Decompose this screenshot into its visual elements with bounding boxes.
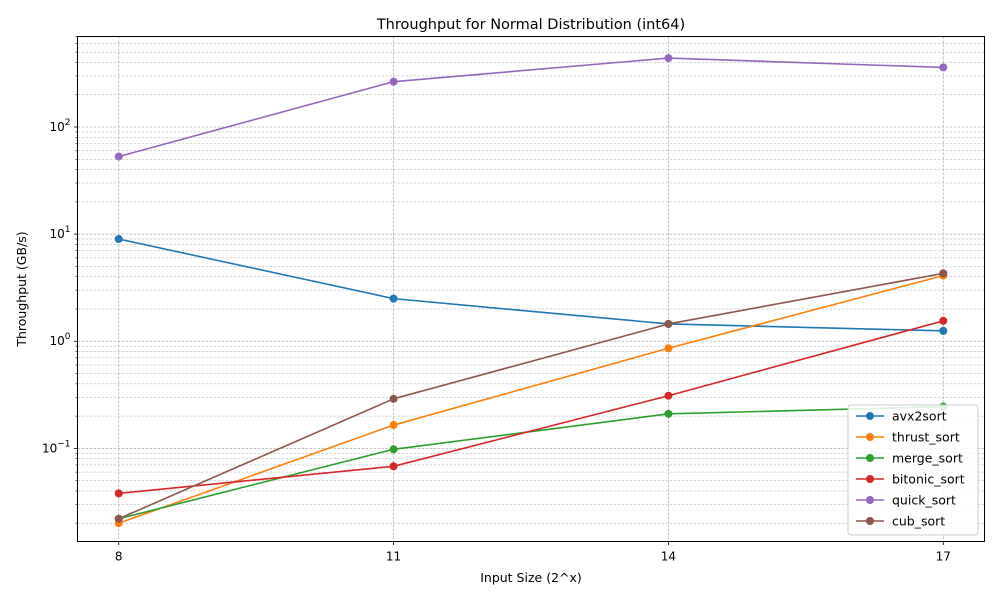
legend-marker-avx2sort — [866, 412, 874, 420]
legend-label-bitonic_sort: bitonic_sort — [892, 472, 965, 487]
legend-label-avx2sort: avx2sort — [892, 409, 947, 424]
legend-label-cub_sort: cub_sort — [892, 514, 945, 529]
plot-area-frame — [77, 36, 985, 542]
data-point-cub_sort — [939, 269, 948, 278]
legend-label-thrust_sort: thrust_sort — [892, 430, 960, 445]
series-line-quick_sort — [118, 57, 944, 158]
data-point-bitonic_sort — [939, 316, 948, 325]
data-point-bitonic_sort — [664, 391, 673, 400]
data-point-thrust_sort — [389, 421, 398, 430]
data-point-avx2sort — [939, 326, 948, 335]
data-point-bitonic_sort — [114, 489, 123, 498]
chart-title: Throughput for Normal Distribution (int6… — [376, 17, 685, 33]
x-tick-label: 17 — [936, 550, 951, 564]
data-point-quick_sort — [939, 63, 948, 72]
data-point-avx2sort — [389, 294, 398, 303]
data-point-quick_sort — [114, 152, 123, 161]
grid — [77, 36, 985, 542]
legend-marker-cub_sort — [866, 517, 874, 525]
legend-label-quick_sort: quick_sort — [892, 493, 956, 508]
data-point-merge_sort — [389, 445, 398, 454]
series-line-avx2sort — [118, 238, 944, 332]
legend-marker-thrust_sort — [866, 433, 874, 441]
data-point-cub_sort — [664, 319, 673, 328]
x-tick-label: 14 — [661, 550, 676, 564]
legend-marker-merge_sort — [866, 454, 874, 462]
legend-marker-bitonic_sort — [866, 475, 874, 483]
data-point-bitonic_sort — [389, 462, 398, 471]
data-point-cub_sort — [114, 514, 123, 523]
series-layer — [114, 54, 948, 528]
legend-marker-quick_sort — [866, 496, 874, 504]
y-axis-label: Throughput (GB/s) — [14, 231, 29, 347]
series-line-thrust_sort — [118, 274, 944, 524]
x-axis-label: Input Size (2^x) — [480, 570, 582, 585]
data-point-avx2sort — [114, 235, 123, 244]
data-point-merge_sort — [664, 409, 673, 418]
data-point-quick_sort — [664, 54, 673, 63]
x-tick-label: 8 — [115, 550, 123, 564]
legend-label-merge_sort: merge_sort — [892, 451, 963, 466]
data-point-quick_sort — [389, 77, 398, 86]
series-line-cub_sort — [118, 272, 944, 520]
series-line-bitonic_sort — [118, 320, 944, 495]
data-point-thrust_sort — [664, 344, 673, 353]
x-tick-label: 11 — [386, 550, 401, 564]
data-point-cub_sort — [389, 394, 398, 403]
legend: avx2sort thrust_sort merge_sort bitonic_sor… — [847, 404, 979, 536]
